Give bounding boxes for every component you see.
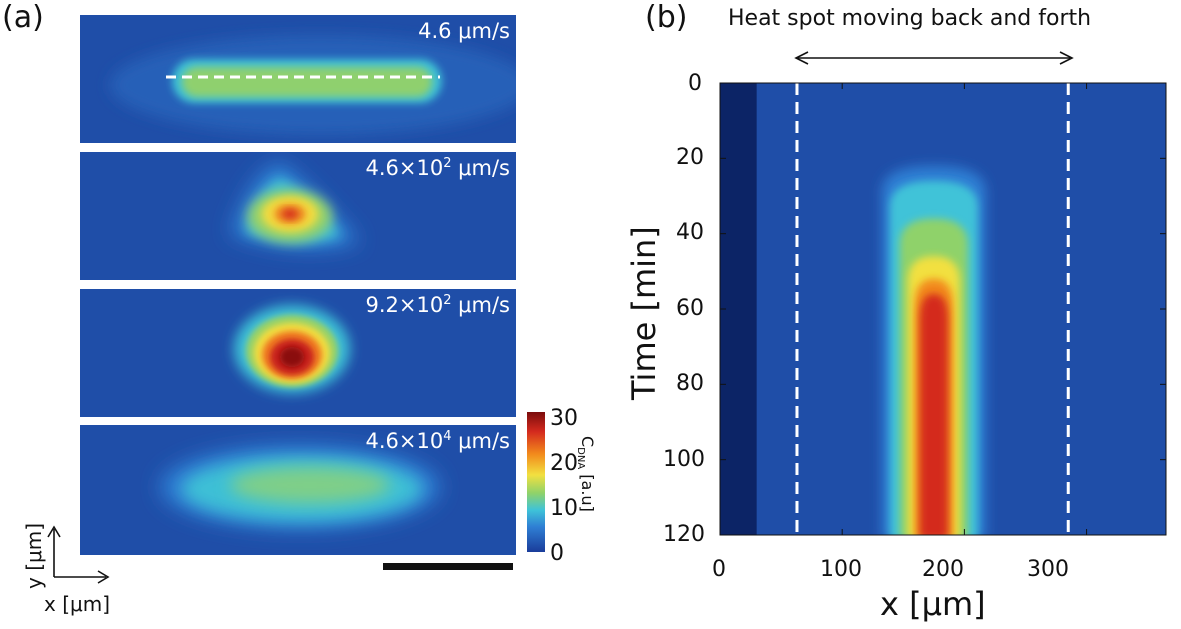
y-axis-label-a: y [μm] <box>22 522 46 589</box>
colorbar <box>527 412 545 552</box>
speed-label-4: 4.6×104 μm/s <box>365 429 510 453</box>
y-tick-40: 40 <box>676 220 704 245</box>
y-tick-100: 100 <box>663 447 705 472</box>
scale-bar <box>383 563 513 570</box>
colorbar-title: CDNA [a.u] <box>574 436 597 512</box>
y-tick-60: 60 <box>676 296 704 321</box>
plume-red <box>919 293 948 539</box>
x-tick-300: 300 <box>1027 557 1069 582</box>
y-tick-0: 0 <box>688 71 702 96</box>
heatmap-panel-4: 4.6×104 μm/s <box>80 425 516 555</box>
heatmap-panel-3: 9.2×102 μm/s <box>80 289 516 417</box>
colorbar-tick-10: 10 <box>550 496 578 521</box>
panel-b-letter: (b) <box>645 0 688 35</box>
heatmap-panel-2: 4.6×102 μm/s <box>80 152 516 280</box>
kymo-dark-strip <box>720 83 757 535</box>
colorbar-tick-20: 20 <box>550 451 578 476</box>
x-axis-label-a: x [μm] <box>44 592 111 616</box>
x-axis-label-b: x [μm] <box>880 585 986 623</box>
speed-label-2: 4.6×102 μm/s <box>365 156 510 180</box>
colorbar-tick-30: 30 <box>550 406 578 431</box>
axis-arrows <box>47 525 110 584</box>
kymograph-chart <box>719 82 1167 595</box>
speed-label-1: 4.6 μm/s <box>418 19 510 43</box>
bottom-mask <box>720 535 1166 595</box>
y-tick-20: 20 <box>676 145 704 170</box>
speed-label-3: 9.2×102 μm/s <box>365 293 510 317</box>
heatmap-panel-1: 4.6 μm/s <box>80 15 516 143</box>
x-tick-100: 100 <box>820 557 862 582</box>
y-tick-80: 80 <box>676 371 704 396</box>
x-tick-200: 200 <box>922 557 964 582</box>
colorbar-tick-0: 0 <box>550 541 564 566</box>
y-tick-120: 120 <box>663 522 705 547</box>
x-tick-0: 0 <box>712 557 726 582</box>
panel-a-letter: (a) <box>2 0 44 35</box>
heat-spot-caption: Heat spot moving back and forth <box>728 6 1092 31</box>
y-axis-label-b: Time [min] <box>625 226 663 400</box>
double-arrow <box>794 51 1074 65</box>
